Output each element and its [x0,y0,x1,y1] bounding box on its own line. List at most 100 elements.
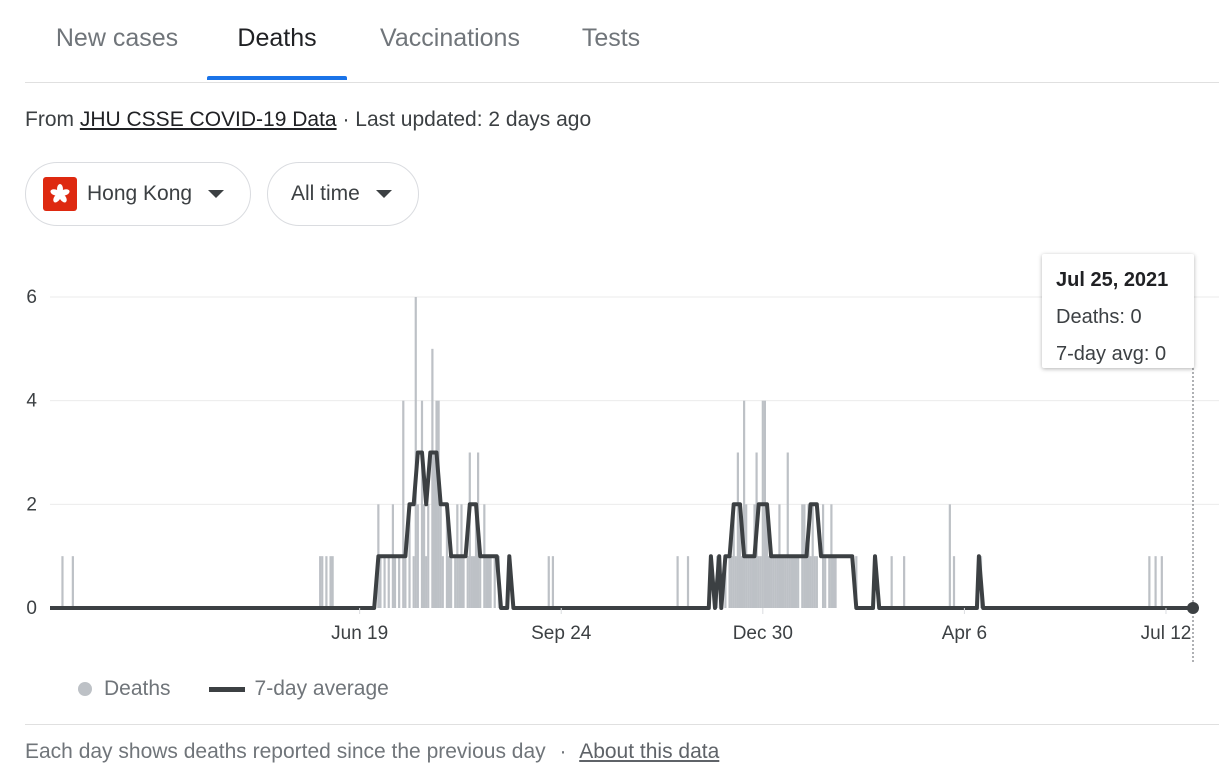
average-legend-label: 7-day average [254,677,389,700]
deaths-bar [425,556,428,608]
deaths-bar [402,400,405,608]
about-data-link[interactable]: About this data [579,740,720,763]
deaths-bar [437,400,440,608]
chart-tooltip: Jul 25, 2021 Deaths: 0 7-day avg: 0 [1042,254,1194,368]
deaths-bar [466,556,469,608]
tab-deaths-underline [207,76,347,80]
deaths-bar [724,556,727,608]
tab-tests[interactable]: Tests [565,0,657,80]
tab-vaccinations-label: Vaccinations [380,24,520,52]
deaths-bar [321,556,324,608]
deaths-bar [331,556,334,608]
deaths-bar [834,556,837,608]
tab-deaths-label: Deaths [237,24,317,52]
deaths-bar [759,556,762,608]
deaths-bar [462,556,465,608]
deaths-bar [1154,556,1157,608]
y-tick-label: 6 [26,287,37,308]
source-link[interactable]: JHU CSSE COVID-19 Data [79,108,337,131]
deaths-bar [431,348,434,608]
region-selector[interactable]: Hong Kong [25,162,251,226]
deaths-bar [445,504,449,608]
x-tick-label: Apr 6 [942,623,987,644]
deaths-bar [772,556,775,608]
deaths-bar [855,556,858,608]
deaths-bar [487,556,490,608]
deaths-bar [427,504,430,608]
deaths-bar [890,556,893,608]
deaths-bar [734,556,737,608]
deaths-chart[interactable]: 0 2 4 6 Jun 19 Sep 24 Dec 30 Apr 6 Jul 12 [0,240,1219,670]
chart-tabs: New cases Deaths Vaccinations Tests [25,0,1219,83]
chart-legend: Deaths 7-day average [78,674,389,704]
deaths-bar [757,556,760,608]
deaths-bar [948,504,951,608]
time-range-label: All time [291,182,360,205]
deaths-bar [805,556,808,608]
data-source-line: From JHU CSSE COVID-19 Data · Last updat… [25,108,591,132]
time-range-selector[interactable]: All time [267,162,419,226]
deaths-bar [743,400,746,608]
deaths-bar [449,556,453,608]
average-line-path [50,450,1193,610]
deaths-bar [493,556,496,608]
deaths-bar [383,556,386,608]
deaths-bar [776,556,779,608]
deaths-bar [790,556,794,608]
deaths-bar [767,556,771,608]
deaths-bar [439,504,442,608]
deaths-bars [61,297,1163,608]
deaths-bar [412,556,415,608]
deaths-bar [387,556,390,608]
tab-deaths[interactable]: Deaths [207,0,347,80]
region-label: Hong Kong [87,182,193,205]
y-axis: 0 2 4 6 [26,287,37,619]
deaths-bar [765,504,769,608]
footer-divider [25,724,1219,725]
deaths-bar [770,556,773,608]
deaths-bar [730,556,733,608]
seven-day-average-line [50,450,1193,610]
x-tick-label: Jul 12 [1141,623,1192,644]
deaths-legend-swatch [78,682,92,696]
region-dropdown-icon [208,190,225,198]
source-prefix: From [25,108,74,131]
deaths-bar [747,556,750,608]
deaths-bar [792,556,796,608]
deaths-bar [472,556,476,608]
tab-tests-label: Tests [581,24,641,52]
deaths-bar [952,556,956,608]
deaths-bar [61,556,64,608]
deaths-bar [738,504,742,608]
deaths-bar [811,504,814,608]
deaths-bar [786,452,789,608]
deaths-bar [903,556,906,608]
deaths-bar [809,556,812,608]
chart-grid [50,296,1219,505]
hover-indicator [1187,368,1199,662]
x-tick-label: Dec 30 [733,623,793,644]
footer-separator: · [559,740,567,763]
deaths-bar [807,504,810,608]
deaths-bar [1148,556,1151,608]
tab-new-cases[interactable]: New cases [25,0,209,80]
deaths-bar [676,556,679,608]
deaths-bar [485,556,488,608]
deaths-bar [547,556,550,608]
hong-kong-flag-icon [43,177,77,211]
deaths-bar [740,556,744,608]
deaths-bar [813,556,816,608]
x-tick-label: Jun 19 [331,623,388,644]
average-legend-swatch [208,686,245,692]
deaths-bar [398,556,401,608]
last-updated: Last updated: 2 days ago [355,108,592,131]
tab-vaccinations[interactable]: Vaccinations [365,0,535,80]
source-separator: · [342,108,350,131]
deaths-bar [420,400,424,608]
footer-text: Each day shows deaths reported since the… [25,740,546,763]
deaths-bar [435,400,438,608]
deaths-bar [479,556,482,608]
deaths-bar [408,504,411,608]
deaths-bar [470,556,473,608]
deaths-bar [751,556,754,608]
